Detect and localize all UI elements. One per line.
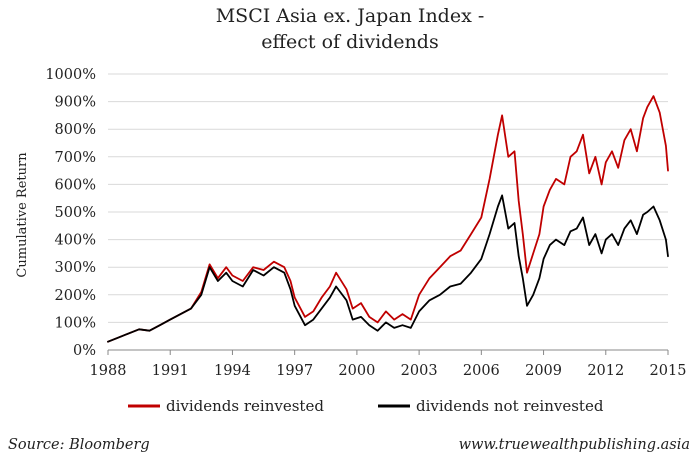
y-tick-label: 900% — [55, 95, 96, 111]
y-tick-label: 1000% — [45, 67, 96, 83]
y-tick-label: 300% — [55, 260, 96, 276]
chart-subtitle: effect of dividends — [261, 31, 438, 53]
x-tick-label: 2015 — [650, 363, 687, 379]
legend-label-not-reinvested: dividends not reinvested — [416, 397, 604, 415]
y-tick-label: 700% — [55, 150, 96, 166]
x-tick-label: 1994 — [214, 363, 251, 379]
x-tick-label: 2009 — [525, 363, 562, 379]
y-tick-label: 800% — [55, 122, 96, 138]
source-note: Source: Bloomberg — [8, 437, 150, 453]
x-tick-label: 1988 — [90, 363, 127, 379]
x-axis-ticks: 1988 1991 1994 1997 2000 2003 2006 2009 2012 2015 — [90, 350, 687, 379]
chart-title: MSCI Asia ex. Japan Index - — [216, 5, 485, 27]
website-url: www.truewealthpublishing.asia — [459, 437, 690, 453]
series-line-reinvested — [107, 95, 669, 343]
y-tick-label: 200% — [55, 288, 96, 304]
x-tick-label: 1991 — [152, 363, 189, 379]
y-tick-label: 600% — [55, 177, 96, 193]
legend: dividends reinvested dividends not reinv… — [128, 397, 604, 415]
series-line-not-reinvested — [107, 194, 669, 343]
x-tick-label: 1997 — [276, 363, 313, 379]
y-tick-label: 400% — [55, 233, 96, 249]
y-axis-ticks: 0% 100% 200% 300% 400% 500% 600% 700% 800% 900% 10… — [45, 67, 96, 359]
x-tick-label: 2000 — [338, 363, 375, 379]
x-tick-label: 2006 — [463, 363, 500, 379]
x-tick-label: 2003 — [401, 363, 438, 379]
y-tick-label: 0% — [73, 343, 96, 359]
legend-label-reinvested: dividends reinvested — [166, 397, 324, 415]
series-lines — [107, 95, 669, 343]
y-tick-label: 500% — [55, 205, 96, 221]
x-tick-label: 2012 — [587, 363, 624, 379]
y-axis-label: Cumulative Return — [15, 152, 30, 278]
y-tick-label: 100% — [55, 315, 96, 331]
